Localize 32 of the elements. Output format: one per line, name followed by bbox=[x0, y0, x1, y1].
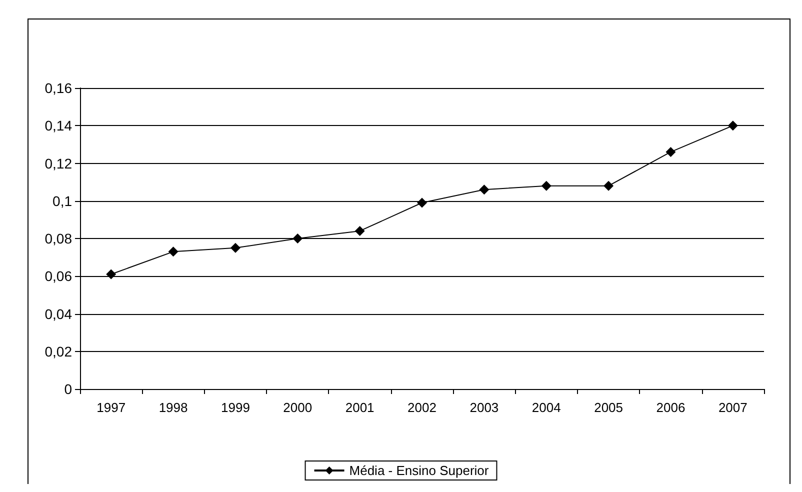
x-tick-label: 2002 bbox=[408, 400, 436, 415]
point bbox=[168, 246, 178, 257]
y-tick-label: 0,08 bbox=[44, 230, 72, 246]
y-tick-label: 0,16 bbox=[44, 80, 72, 96]
point bbox=[666, 146, 676, 157]
x-tick-label: 2001 bbox=[345, 400, 374, 415]
point bbox=[728, 120, 738, 131]
y-tick-label: 0,1 bbox=[52, 192, 72, 209]
point bbox=[417, 198, 427, 208]
x-tick-label: 1997 bbox=[96, 400, 126, 415]
x-tick-label: 1998 bbox=[158, 400, 188, 415]
y-tick-label: 0,12 bbox=[44, 155, 72, 172]
point bbox=[479, 184, 490, 195]
y-tick-label: 0,02 bbox=[44, 343, 72, 360]
point bbox=[604, 180, 614, 191]
x-tick-label: 2007 bbox=[718, 400, 748, 415]
x-tick-label: 2000 bbox=[283, 400, 312, 415]
point bbox=[354, 226, 365, 236]
y-tick-label: 0 bbox=[64, 381, 72, 397]
y-tick-label: 0,14 bbox=[44, 118, 72, 134]
x-tick-label: 2003 bbox=[470, 400, 499, 415]
point bbox=[230, 242, 240, 253]
point bbox=[292, 234, 303, 244]
x-tick-label: 2005 bbox=[594, 400, 624, 415]
x-tick-label: 2006 bbox=[656, 400, 686, 415]
y-tick-label: 0,06 bbox=[44, 268, 72, 284]
legend-label: Média - Ensino Superior bbox=[349, 463, 490, 478]
x-tick-label: 1999 bbox=[220, 400, 250, 415]
y-tick-label: 0,04 bbox=[44, 306, 72, 322]
x-tick-label: 2004 bbox=[532, 400, 561, 415]
point bbox=[541, 180, 552, 191]
point bbox=[106, 269, 116, 280]
